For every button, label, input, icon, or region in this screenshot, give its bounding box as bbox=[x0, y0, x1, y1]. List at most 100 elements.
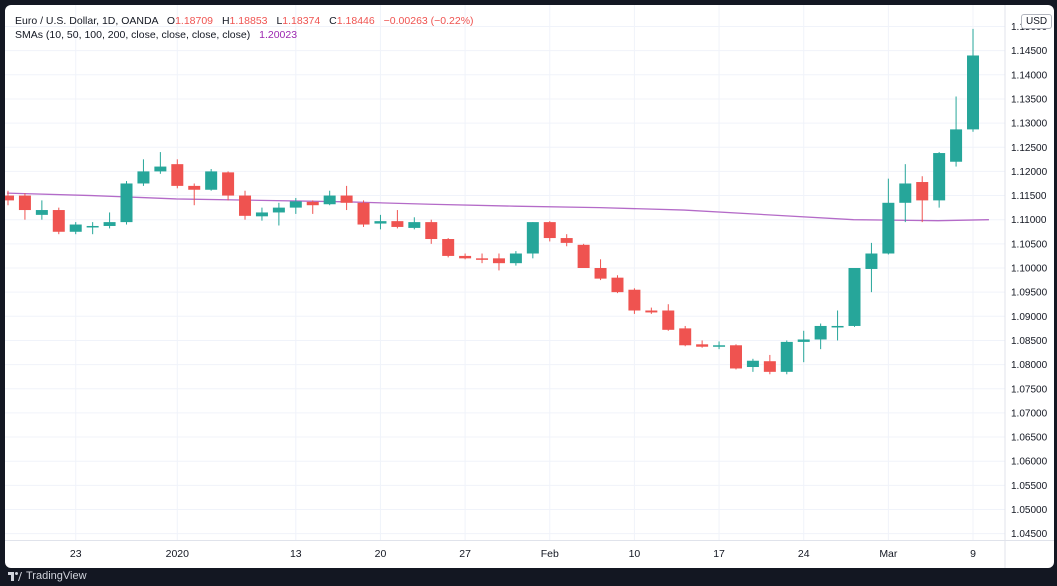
candle-up bbox=[831, 310, 844, 341]
candle-down bbox=[645, 307, 658, 314]
candle-body bbox=[154, 166, 167, 172]
price-tick-label: 1.08000 bbox=[1011, 360, 1048, 371]
candle-down bbox=[679, 325, 692, 347]
candle-up bbox=[933, 152, 946, 208]
candle-body bbox=[476, 258, 489, 260]
candle-body bbox=[205, 171, 218, 190]
open-value: 1.18709 bbox=[175, 15, 214, 27]
candle-down bbox=[442, 238, 455, 258]
sma-layer bbox=[6, 192, 989, 222]
candle-down bbox=[425, 219, 438, 244]
candle-down bbox=[222, 171, 235, 201]
candle-body bbox=[171, 164, 184, 186]
candle-body bbox=[323, 195, 336, 205]
candle-up bbox=[848, 268, 861, 327]
candle-body bbox=[103, 222, 116, 226]
candle-down bbox=[492, 253, 505, 271]
candle-down bbox=[560, 234, 573, 247]
currency-badge[interactable]: USD bbox=[1021, 14, 1053, 29]
candle-body bbox=[222, 172, 235, 196]
candle-body bbox=[967, 55, 980, 130]
candle-up bbox=[69, 222, 82, 235]
price-tick-label: 1.11000 bbox=[1011, 215, 1047, 226]
sma-line bbox=[6, 192, 989, 222]
time-axis[interactable]: 23 2020 13 20 27 Feb 10 17 24 Mar 9 bbox=[5, 540, 1054, 561]
candle-down bbox=[52, 207, 65, 235]
price-tick-label: 1.09500 bbox=[1011, 288, 1048, 299]
candle-up bbox=[509, 251, 522, 266]
candle-body bbox=[628, 289, 641, 311]
candle-down bbox=[916, 176, 929, 223]
indicator-value: 1.20023 bbox=[259, 29, 298, 41]
candle-up bbox=[797, 330, 810, 363]
candle-body bbox=[679, 328, 692, 346]
price-tick-label: 1.12000 bbox=[1011, 167, 1048, 178]
candle-body bbox=[797, 339, 810, 342]
candle-body bbox=[35, 210, 48, 215]
candle-up bbox=[899, 164, 912, 223]
candle-down bbox=[594, 259, 607, 281]
price-tick-label: 1.06500 bbox=[1011, 433, 1048, 444]
candle-down bbox=[476, 253, 489, 264]
candle-body bbox=[814, 325, 827, 340]
time-tick-label: 20 bbox=[375, 548, 387, 560]
candle-body bbox=[746, 360, 759, 368]
tradingview-logo-icon bbox=[8, 571, 22, 581]
change-value: −0.00263 (−0.22%) bbox=[383, 15, 474, 27]
price-tick-label: 1.09000 bbox=[1011, 312, 1048, 323]
candle-body bbox=[662, 310, 675, 330]
candle-body bbox=[577, 244, 590, 268]
candle-body bbox=[137, 171, 150, 184]
candle-down bbox=[662, 304, 675, 331]
grid bbox=[5, 5, 1005, 540]
candle-body bbox=[306, 201, 319, 206]
time-tick-label: 2020 bbox=[166, 548, 190, 560]
time-tick-label: 23 bbox=[70, 548, 82, 560]
high-value: 1.18853 bbox=[229, 15, 268, 27]
candle-body bbox=[272, 207, 285, 213]
symbol-name[interactable]: Euro / U.S. Dollar, 1D, OANDA bbox=[15, 15, 158, 27]
price-tick-label: 1.08500 bbox=[1011, 336, 1048, 347]
candle-up bbox=[950, 96, 963, 167]
candle-down bbox=[696, 340, 709, 348]
price-axis[interactable]: 1.150001.145001.140001.135001.130001.125… bbox=[1004, 5, 1048, 568]
candle-up bbox=[408, 217, 421, 230]
candle-body bbox=[492, 258, 505, 264]
low-label: L bbox=[276, 15, 283, 27]
chart-canvas[interactable]: 1.150001.145001.140001.135001.130001.125… bbox=[5, 5, 1054, 568]
candle-body bbox=[916, 182, 929, 201]
candle-up bbox=[35, 200, 48, 220]
candle-up bbox=[780, 340, 793, 375]
candle-body bbox=[5, 195, 14, 201]
candle-up bbox=[323, 190, 336, 206]
candle-body bbox=[442, 239, 455, 256]
price-tick-label: 1.10500 bbox=[1011, 239, 1048, 250]
candle-down bbox=[543, 221, 556, 242]
candle-body bbox=[18, 195, 31, 211]
candle-down bbox=[18, 193, 31, 220]
candle-body bbox=[645, 310, 658, 313]
low-value: 1.18374 bbox=[282, 15, 321, 27]
candle-body bbox=[950, 129, 963, 162]
candles bbox=[5, 28, 980, 375]
candle-down bbox=[577, 243, 590, 268]
price-tick-label: 1.05000 bbox=[1011, 505, 1048, 516]
indicator-name[interactable]: SMAs (10, 50, 100, 200, close, close, cl… bbox=[15, 29, 251, 41]
price-tick-label: 1.07000 bbox=[1011, 408, 1048, 419]
tradingview-logo[interactable]: TradingView bbox=[8, 570, 87, 582]
candle-body bbox=[86, 225, 99, 228]
chart-frame[interactable]: 1.150001.145001.140001.135001.130001.125… bbox=[5, 5, 1054, 568]
candle-up bbox=[120, 181, 133, 225]
candle-body bbox=[239, 195, 252, 216]
candle-body bbox=[357, 202, 370, 225]
time-tick-label: 10 bbox=[629, 548, 641, 560]
close-label: C bbox=[329, 15, 337, 27]
candle-up bbox=[86, 222, 99, 235]
candle-body bbox=[696, 344, 709, 347]
candle-body bbox=[255, 212, 268, 217]
candle-down bbox=[628, 288, 641, 314]
candle-up bbox=[205, 168, 218, 191]
candle-up bbox=[746, 358, 759, 372]
candle-body bbox=[120, 183, 133, 223]
candle-up bbox=[374, 214, 387, 230]
